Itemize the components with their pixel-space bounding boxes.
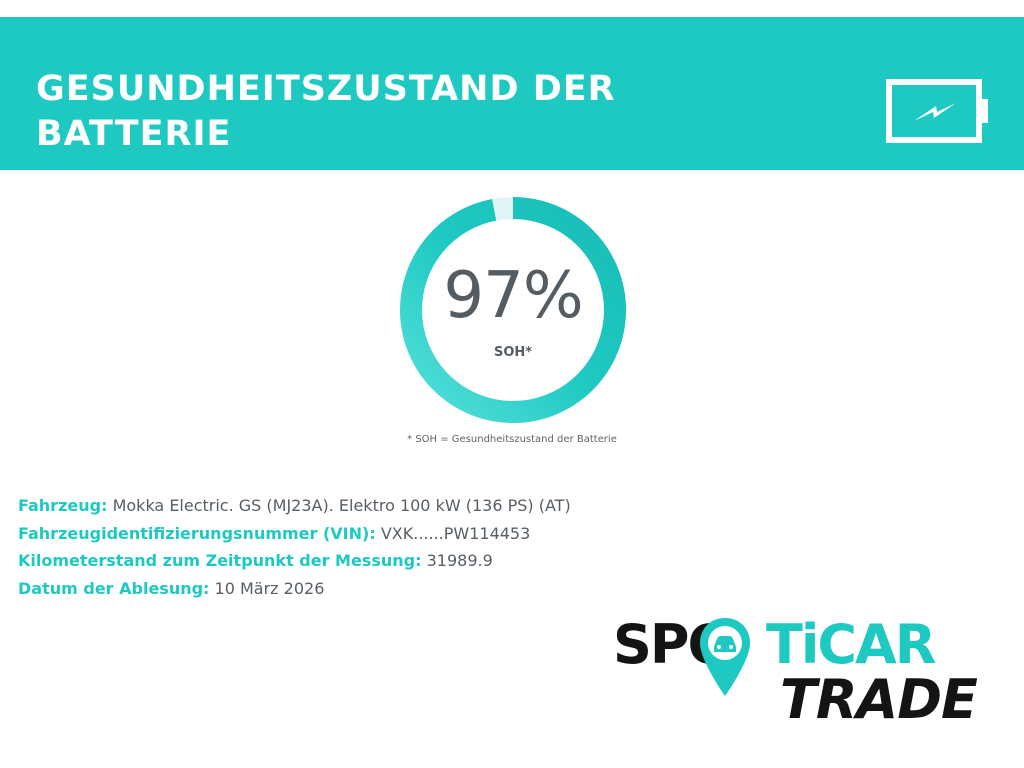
logo-text-accent: TiCAR xyxy=(766,613,936,676)
detail-key: Datum der Ablesung: xyxy=(18,578,210,598)
detail-key: Fahrzeugidentifizierungsnummer (VIN): xyxy=(18,523,376,543)
gauge-arc xyxy=(400,197,626,423)
header-banner: GESUNDHEITSZUSTAND DER BATTERIE xyxy=(0,17,1024,170)
location-pin-car-icon xyxy=(700,618,750,696)
page-title: GESUNDHEITSZUSTAND DER BATTERIE xyxy=(36,69,616,154)
detail-reading-date: Datum der Ablesung: 10 März 2026 xyxy=(18,575,571,603)
vehicle-details-list: Fahrzeug: Mokka Electric. GS (MJ23A). El… xyxy=(18,492,571,602)
soh-percentage: 97% xyxy=(443,259,583,333)
soh-footnote: * SOH = Gesundheitszustand der Batterie xyxy=(407,434,617,445)
soh-gauge xyxy=(400,197,626,423)
spoticar-trade-logo: SPO TiCAR TRADE xyxy=(608,610,978,740)
detail-key: Kilometerstand zum Zeitpunkt der Messung… xyxy=(18,551,422,570)
detail-mileage: Kilometerstand zum Zeitpunkt der Messung… xyxy=(18,547,571,575)
detail-vehicle: Fahrzeug: Mokka Electric. GS (MJ23A). El… xyxy=(18,492,571,520)
detail-vin: Fahrzeugidentifizierungsnummer (VIN): VX… xyxy=(18,520,571,548)
detail-value: VXK......PW114453 xyxy=(380,523,531,543)
detail-value: Mokka Electric. GS (MJ23A). Elektro 100 … xyxy=(112,496,571,515)
soh-label: SOH* xyxy=(493,345,533,360)
logo-text-trade: TRADE xyxy=(780,668,978,731)
detail-key: Fahrzeug: xyxy=(18,496,108,515)
battery-charging-icon xyxy=(886,79,988,143)
detail-value: 10 März 2026 xyxy=(214,578,325,598)
detail-value: 31989.9 xyxy=(426,551,493,570)
